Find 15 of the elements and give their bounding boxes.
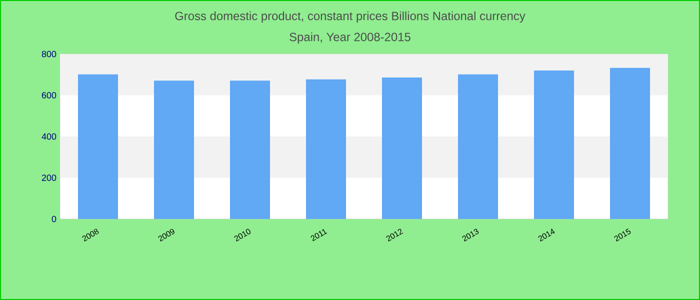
y-tick-label: 0 — [52, 216, 56, 222]
bar — [306, 79, 346, 219]
y-tick-label: 800 — [42, 50, 56, 58]
bar — [458, 74, 498, 219]
bar — [534, 70, 574, 219]
y-tick-label: 400 — [42, 133, 56, 140]
bar — [78, 74, 118, 219]
bar — [610, 68, 650, 219]
bar — [154, 80, 194, 219]
bar — [230, 80, 270, 219]
chart-subtitle: Spain, Year 2008-2015 — [290, 32, 410, 44]
y-tick-label: 200 — [42, 174, 56, 181]
y-tick-label: 600 — [42, 92, 56, 98]
bar — [382, 78, 422, 219]
chart-title: Gross domestic product, constant prices Billions National currency — [175, 11, 526, 23]
